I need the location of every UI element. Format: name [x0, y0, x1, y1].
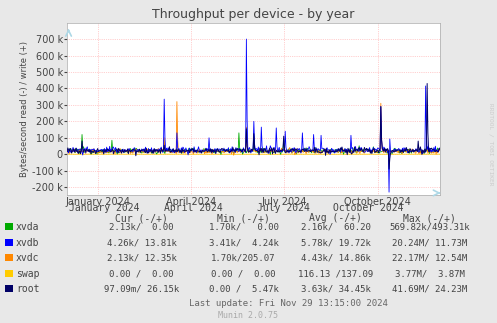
- Text: Last update: Fri Nov 29 13:15:00 2024: Last update: Fri Nov 29 13:15:00 2024: [189, 299, 388, 308]
- Y-axis label: Bytes/second read (-) / write (+): Bytes/second read (-) / write (+): [20, 41, 29, 177]
- Text: swap: swap: [16, 269, 39, 278]
- Text: January 2024: January 2024: [69, 203, 140, 213]
- Text: 2.13k/ 12.35k: 2.13k/ 12.35k: [107, 254, 176, 263]
- Text: 569.82k/493.31k: 569.82k/493.31k: [390, 223, 470, 232]
- Text: 22.17M/ 12.54M: 22.17M/ 12.54M: [392, 254, 468, 263]
- Text: 5.78k/ 19.72k: 5.78k/ 19.72k: [301, 238, 370, 247]
- Text: 3.41k/  4.24k: 3.41k/ 4.24k: [209, 238, 278, 247]
- Text: 0.00 /  0.00: 0.00 / 0.00: [211, 269, 276, 278]
- Text: 1.70k/205.07: 1.70k/205.07: [211, 254, 276, 263]
- Text: Avg (-/+): Avg (-/+): [309, 213, 362, 223]
- Text: 3.77M/  3.87M: 3.77M/ 3.87M: [395, 269, 465, 278]
- Text: April 2024: April 2024: [165, 203, 223, 213]
- Text: 2.16k/  60.20: 2.16k/ 60.20: [301, 223, 370, 232]
- Text: October 2024: October 2024: [332, 203, 403, 213]
- Text: 0.00 /  0.00: 0.00 / 0.00: [109, 269, 174, 278]
- Text: xvdc: xvdc: [16, 253, 39, 263]
- Title: Throughput per device - by year: Throughput per device - by year: [152, 8, 355, 21]
- Text: July 2024: July 2024: [257, 203, 310, 213]
- Text: RRDTOOL / TOBI OETIKER: RRDTOOL / TOBI OETIKER: [489, 103, 494, 186]
- Text: xvdb: xvdb: [16, 238, 39, 247]
- Text: 97.09m/ 26.15k: 97.09m/ 26.15k: [104, 285, 179, 294]
- Text: Max (-/+): Max (-/+): [404, 213, 456, 223]
- Text: Cur (-/+): Cur (-/+): [115, 213, 168, 223]
- Text: xvda: xvda: [16, 222, 39, 232]
- Text: root: root: [16, 284, 39, 294]
- Text: 4.43k/ 14.86k: 4.43k/ 14.86k: [301, 254, 370, 263]
- Text: 0.00 /  5.47k: 0.00 / 5.47k: [209, 285, 278, 294]
- Text: 41.69M/ 24.23M: 41.69M/ 24.23M: [392, 285, 468, 294]
- Text: 4.26k/ 13.81k: 4.26k/ 13.81k: [107, 238, 176, 247]
- Text: Munin 2.0.75: Munin 2.0.75: [219, 311, 278, 320]
- Text: 2.13k/  0.00: 2.13k/ 0.00: [109, 223, 174, 232]
- Text: 116.13 /137.09: 116.13 /137.09: [298, 269, 373, 278]
- Text: 1.70k/   0.00: 1.70k/ 0.00: [209, 223, 278, 232]
- Text: 3.63k/ 34.45k: 3.63k/ 34.45k: [301, 285, 370, 294]
- Text: 20.24M/ 11.73M: 20.24M/ 11.73M: [392, 238, 468, 247]
- Text: Min (-/+): Min (-/+): [217, 213, 270, 223]
